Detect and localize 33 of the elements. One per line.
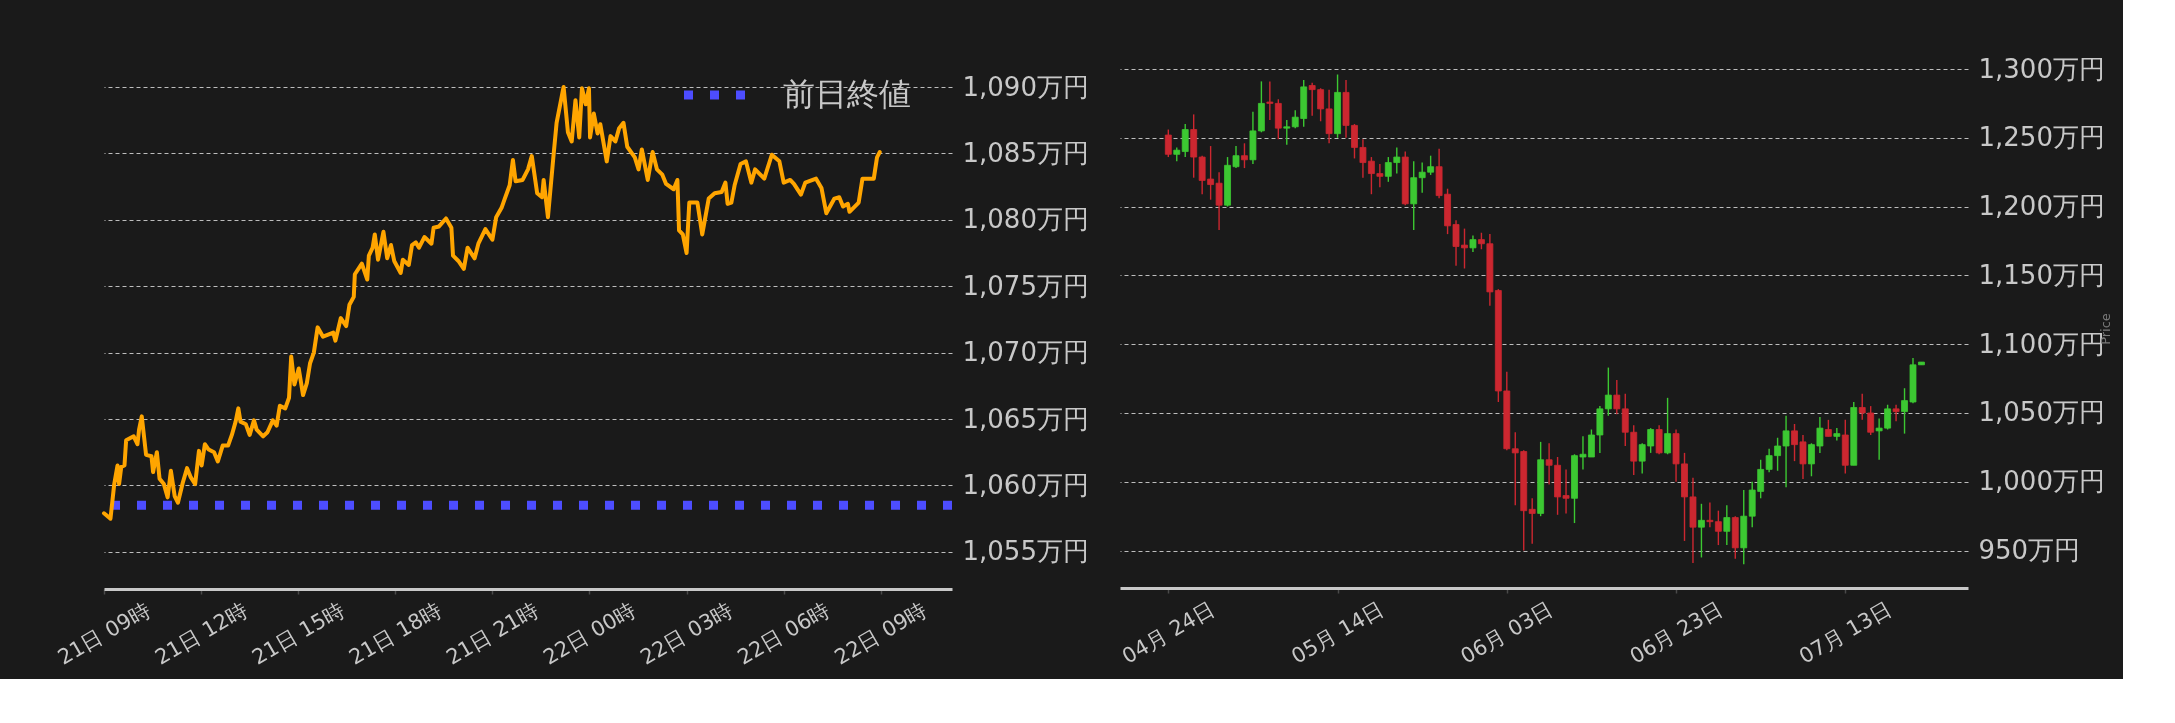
y-tick-label: 1,065万円 [962, 403, 1089, 434]
y-tick-label: 1,300万円 [1978, 53, 2105, 84]
y-tick-label: 1,070万円 [962, 337, 1089, 368]
y-tick-label: 1,150万円 [1978, 259, 2105, 290]
legend-label: 前日終値 [783, 75, 911, 113]
y-tick-label: 1,085万円 [962, 137, 1089, 168]
candlestick [1664, 397, 1671, 455]
y-tick-label: 1,250万円 [1978, 122, 2105, 153]
candlestick [1698, 503, 1705, 559]
x-tick-label: 07月 13日 [1795, 596, 1896, 669]
candlestick [1181, 123, 1189, 158]
candlestick [1613, 379, 1621, 416]
candlestick [1241, 142, 1248, 169]
y-tick-label: 1,090万円 [962, 71, 1089, 102]
y-tick-label: 1,055万円 [962, 536, 1089, 567]
candlestick [1528, 497, 1536, 545]
x-tick-label: 06月 03日 [1456, 596, 1558, 669]
y-tick-label: 1,075万円 [962, 270, 1089, 301]
y-tick-label: 1,080万円 [962, 204, 1089, 235]
y-tick-label: 1,200万円 [1978, 191, 2105, 222]
y-tick-label: 1,050万円 [1978, 397, 2105, 428]
candlestick [1283, 119, 1291, 146]
y-tick-label: 1,000万円 [1978, 466, 2105, 497]
y-tick-label: 1,060万円 [962, 469, 1089, 500]
x-tick-label: 06月 23日 [1625, 596, 1727, 669]
y-tick-label: 950万円 [1978, 535, 2081, 566]
candlestick [1833, 427, 1841, 442]
candlestick [1164, 128, 1172, 158]
candlestick [1723, 504, 1731, 546]
x-tick-label: 04月 24日 [1118, 596, 1219, 669]
x-tick-label: 05月 14日 [1287, 596, 1388, 669]
candlestick [1892, 404, 1900, 422]
candlestick [1655, 424, 1663, 455]
